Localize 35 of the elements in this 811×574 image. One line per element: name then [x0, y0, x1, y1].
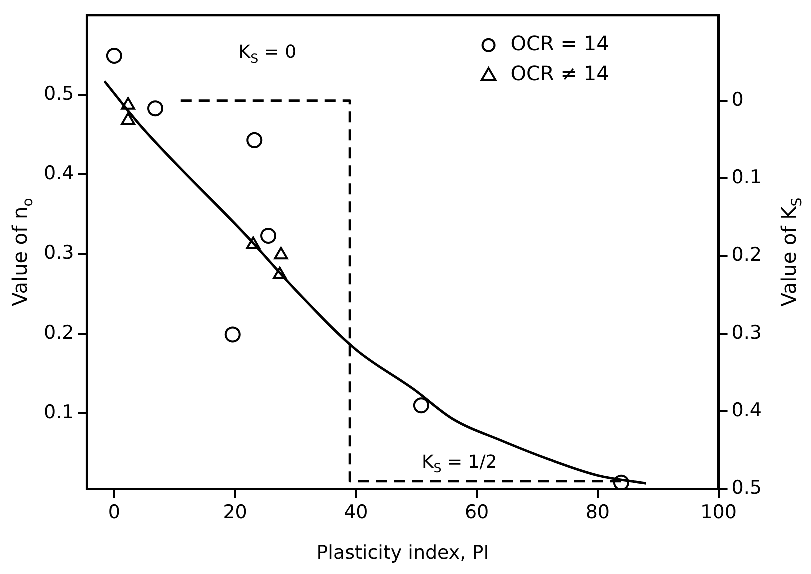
point — [224, 326, 241, 343]
x-tick-label: 100 — [700, 502, 737, 524]
x-axis-title: Plasticity index, PI — [316, 542, 490, 564]
y-tick-label: 0.4 — [44, 162, 74, 185]
point — [246, 236, 260, 250]
y-tick-label: 0.5 — [44, 82, 74, 105]
point — [121, 97, 136, 110]
y2-tick-label: 0.3 — [732, 322, 762, 344]
line-series — [103, 80, 648, 485]
y2-tick-label: 0.5 — [732, 477, 762, 500]
legend-label: OCR = 14 — [510, 32, 610, 56]
x-tick-label: 0 — [108, 502, 120, 524]
y-tick-label: 0.2 — [44, 322, 74, 344]
legend-label: OCR ≠ 14 — [510, 62, 610, 86]
y-tick-label: 0.3 — [44, 242, 74, 264]
y2-tick-label: 0.2 — [732, 244, 762, 266]
y2-tick-label: 0.1 — [732, 166, 762, 188]
point — [613, 474, 630, 490]
x-tick-label: 80 — [586, 502, 610, 524]
x-tick-label: 20 — [223, 502, 248, 524]
point — [272, 266, 288, 280]
point — [274, 247, 288, 260]
x-tick-label: 40 — [344, 502, 368, 524]
y2-axis-title: Value of KS — [777, 198, 806, 307]
point — [413, 398, 430, 414]
y2-tick-label: 0.4 — [732, 399, 762, 422]
point — [121, 112, 136, 126]
y2-tick-label: 0 — [732, 88, 744, 111]
point — [246, 132, 263, 148]
y-axis-title: Value of no — [8, 198, 37, 306]
x-tick-label: 60 — [464, 502, 490, 524]
point — [148, 100, 164, 117]
y-tick-label: 0.1 — [44, 401, 74, 424]
point — [106, 48, 122, 64]
point — [260, 228, 277, 244]
